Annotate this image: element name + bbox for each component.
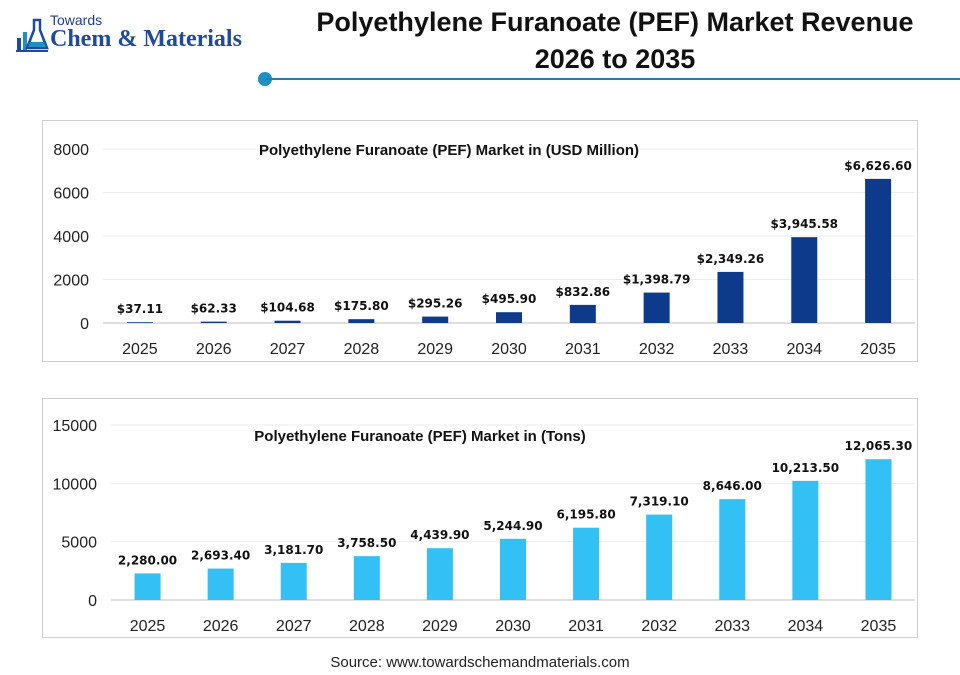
x-tick-label: 2030 <box>495 618 531 635</box>
bar <box>200 321 227 323</box>
y-tick-label: 6000 <box>53 186 89 203</box>
brand-logo: Towards Chem & Materials <box>14 8 264 58</box>
bar <box>280 562 307 600</box>
data-label: $295.26 <box>408 297 463 311</box>
data-label: 2,693.40 <box>191 549 250 563</box>
title-underline-dot <box>258 72 272 86</box>
x-tick-label: 2028 <box>344 341 380 358</box>
data-label: $62.33 <box>191 302 237 316</box>
flask-icon <box>16 18 49 52</box>
data-label: 12,065.30 <box>845 439 913 453</box>
bar <box>865 459 892 600</box>
page-title-line1: Polyethylene Furanoate (PEF) Market Reve… <box>316 7 914 37</box>
bar <box>348 319 375 323</box>
title-underline <box>266 78 960 80</box>
bar <box>500 538 526 600</box>
bar <box>717 271 744 323</box>
x-tick-label: 2031 <box>565 341 601 358</box>
bar <box>422 316 449 323</box>
x-tick-label: 2031 <box>568 618 604 635</box>
data-label: $495.90 <box>482 292 537 306</box>
x-tick-label: 2029 <box>417 341 453 358</box>
revenue-bar-chart: 0 2000 4000 6000 8000 Polyethylene Furanoate … <box>53 142 915 358</box>
x-tick-label: 2032 <box>641 618 677 635</box>
x-tick-label: 2026 <box>203 618 239 635</box>
bar <box>573 527 600 600</box>
x-tick-label: 2027 <box>276 618 312 635</box>
x-tick-label: 2025 <box>122 341 158 358</box>
data-label: 4,439.90 <box>410 528 469 542</box>
bar <box>791 237 818 323</box>
y-tick-label: 0 <box>80 316 89 333</box>
x-tick-label: 2029 <box>422 618 458 635</box>
bar <box>569 304 596 323</box>
x-tick-label: 2035 <box>860 341 896 358</box>
data-label: 5,244.90 <box>483 519 542 533</box>
chart-title: Polyethylene Furanoate (PEF) Market in (… <box>254 428 585 445</box>
y-tick-label: 15000 <box>53 418 98 435</box>
bar <box>496 312 522 323</box>
x-tick-label: 2034 <box>786 341 822 358</box>
bar <box>426 548 453 600</box>
bar <box>126 322 153 323</box>
data-label: 3,758.50 <box>337 536 396 550</box>
bar <box>719 499 746 600</box>
y-tick-label: 4000 <box>53 229 89 246</box>
data-label: $2,349.26 <box>697 252 765 266</box>
y-tick-label: 10000 <box>53 476 98 493</box>
logo-tagline: Towards <box>50 12 103 28</box>
x-tick-label: 2032 <box>639 341 675 358</box>
data-label: $175.80 <box>334 299 389 313</box>
x-tick-label: 2028 <box>349 618 385 635</box>
bar <box>353 556 380 600</box>
page-title: Polyethylene Furanoate (PEF) Market Reve… <box>270 4 960 78</box>
data-label: 3,181.70 <box>264 543 323 557</box>
data-label: $6,626.60 <box>844 159 912 173</box>
data-label: $1,398.79 <box>623 273 691 287</box>
data-label: 7,319.10 <box>630 495 689 509</box>
logo-wordmark: Chem & Materials <box>50 26 242 52</box>
data-label: 6,195.80 <box>556 508 615 522</box>
x-tick-label: 2035 <box>861 618 897 635</box>
data-label: $104.68 <box>260 301 315 315</box>
bar <box>134 573 161 600</box>
data-label: 8,646.00 <box>703 479 762 493</box>
bar <box>643 292 670 323</box>
x-tick-label: 2033 <box>713 341 749 358</box>
data-label: 2,280.00 <box>118 553 177 567</box>
volume-bar-chart: 0 5000 10000 15000 Polyethylene Furanoate (P… <box>53 418 915 635</box>
revenue-chart-panel: 0 2000 4000 6000 8000 Polyethylene Furanoate … <box>42 120 918 362</box>
bar <box>207 568 234 600</box>
x-tick-label: 2030 <box>491 341 527 358</box>
x-tick-label: 2034 <box>788 618 824 635</box>
volume-chart-panel: 0 5000 10000 15000 Polyethylene Furanoate (P… <box>42 398 918 638</box>
data-label: 10,213.50 <box>772 461 840 475</box>
chart-title: Polyethylene Furanoate (PEF) Market in (… <box>259 142 639 159</box>
bar <box>646 514 673 600</box>
x-tick-label: 2025 <box>130 618 166 635</box>
bar <box>792 480 819 600</box>
source-note: Source: www.towardschemandmaterials.com <box>330 654 630 671</box>
page-title-line2: 2026 to 2035 <box>534 44 696 74</box>
data-label: $37.11 <box>117 302 163 316</box>
data-label: $832.86 <box>555 285 610 299</box>
bar <box>865 178 892 323</box>
y-tick-label: 5000 <box>61 535 97 552</box>
y-tick-label: 8000 <box>53 142 89 159</box>
x-tick-label: 2033 <box>714 618 750 635</box>
x-tick-label: 2026 <box>196 341 232 358</box>
x-tick-label: 2027 <box>270 341 306 358</box>
y-tick-label: 2000 <box>53 273 89 290</box>
bar <box>274 320 301 323</box>
data-label: $3,945.58 <box>770 217 838 231</box>
y-tick-label: 0 <box>88 593 97 610</box>
